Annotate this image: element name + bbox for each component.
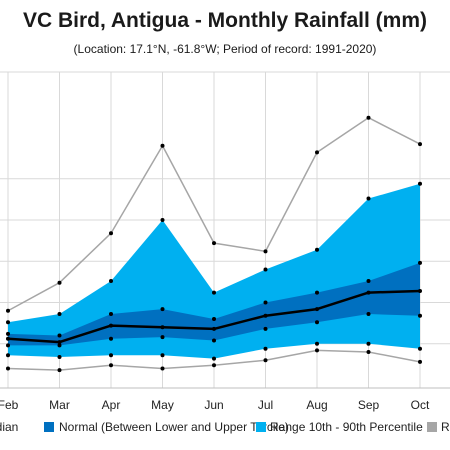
range-max-point: [160, 143, 165, 148]
p90-point: [57, 312, 62, 317]
upper-tercile-point: [418, 260, 422, 265]
lower-tercile-point: [366, 312, 371, 317]
median-point: [109, 323, 113, 328]
range-min-point: [109, 363, 113, 368]
p10-point: [160, 353, 165, 358]
upper-tercile-point: [315, 290, 319, 295]
median-point: [315, 307, 319, 312]
lower-tercile-point: [57, 343, 62, 348]
p90-point: [315, 247, 319, 252]
range-max-point: [6, 308, 10, 313]
p90-point: [418, 181, 422, 186]
median-point: [57, 340, 62, 345]
lower-tercile-point: [212, 338, 216, 343]
chart-title: VC Bird, Antigua - Monthly Rainfall (mm): [22, 9, 428, 32]
lower-tercile-point: [109, 336, 113, 341]
range-max-point: [57, 280, 62, 285]
range-max-point: [263, 249, 268, 254]
x-tick-label: Aug: [306, 398, 327, 412]
upper-tercile-point: [160, 307, 165, 312]
chart-legend: Median Normal (Between Lower and Upper Te…: [0, 420, 450, 434]
median-point: [160, 325, 165, 330]
range-min-point: [6, 366, 10, 371]
p90-point: [212, 290, 216, 295]
range-max-point: [366, 115, 371, 120]
range-min-point: [212, 363, 216, 368]
legend-label: Range 10th - 90th Percentile: [270, 420, 423, 434]
p90-point: [6, 320, 10, 325]
lower-tercile-point: [263, 326, 268, 331]
p10-point: [57, 354, 62, 359]
range-min-point: [315, 348, 319, 353]
p10-point: [315, 341, 319, 346]
legend-label: Normal (Between Lower and Upper Tercile): [59, 420, 289, 434]
range-min-point: [366, 350, 371, 354]
p10-point: [212, 356, 216, 361]
p90-point: [109, 279, 113, 284]
x-tick-label: Jul: [258, 398, 273, 412]
x-axis-ticks: Feb Mar Apr May Jun Jul Aug Sep Oct: [0, 398, 430, 412]
legend-label: Median: [0, 420, 18, 434]
range-max-point: [418, 142, 422, 147]
range-min-point: [160, 366, 165, 371]
x-tick-label: Feb: [0, 398, 19, 412]
x-tick-label: Jun: [204, 398, 223, 412]
legend-label: Range: [441, 420, 450, 434]
x-tick-label: Sep: [358, 398, 380, 412]
x-tick-label: Apr: [102, 398, 121, 412]
median-point: [418, 288, 422, 293]
median-point: [366, 290, 371, 295]
p90-point: [263, 267, 268, 272]
range-max-point: [109, 231, 113, 236]
p10-point: [109, 353, 113, 358]
upper-tercile-point: [6, 331, 10, 336]
lower-tercile-point: [418, 313, 422, 318]
lower-tercile-point: [6, 343, 10, 348]
chart-points: [6, 115, 422, 373]
median-point: [6, 336, 10, 341]
upper-tercile-point: [109, 312, 113, 317]
median-point: [212, 326, 216, 331]
p10-point: [263, 346, 268, 351]
upper-tercile-point: [212, 317, 216, 321]
chart-subtitle: (Location: 17.1°N, -61.8°W; Period of re…: [73, 42, 377, 56]
median-point: [263, 313, 268, 318]
x-tick-label: May: [151, 398, 174, 412]
x-tick-label: Oct: [411, 398, 430, 412]
range-max-point: [315, 150, 319, 155]
range-max-point: [212, 241, 216, 246]
legend-swatch: [427, 422, 437, 432]
legend-swatch: [44, 422, 54, 432]
upper-tercile-point: [366, 279, 371, 284]
p10-point: [366, 341, 371, 346]
upper-tercile-point: [263, 300, 268, 305]
range-min-point: [263, 358, 268, 363]
lower-tercile-point: [160, 335, 165, 340]
legend-swatch: [256, 422, 266, 432]
x-tick-label: Mar: [49, 398, 70, 412]
p10-point: [418, 346, 422, 351]
upper-tercile-point: [57, 333, 62, 338]
p90-point: [366, 196, 371, 201]
lower-tercile-point: [315, 320, 319, 325]
range-min-point: [418, 359, 422, 364]
range-min-point: [57, 368, 62, 373]
p90-point: [160, 218, 165, 222]
p10-point: [6, 353, 10, 358]
